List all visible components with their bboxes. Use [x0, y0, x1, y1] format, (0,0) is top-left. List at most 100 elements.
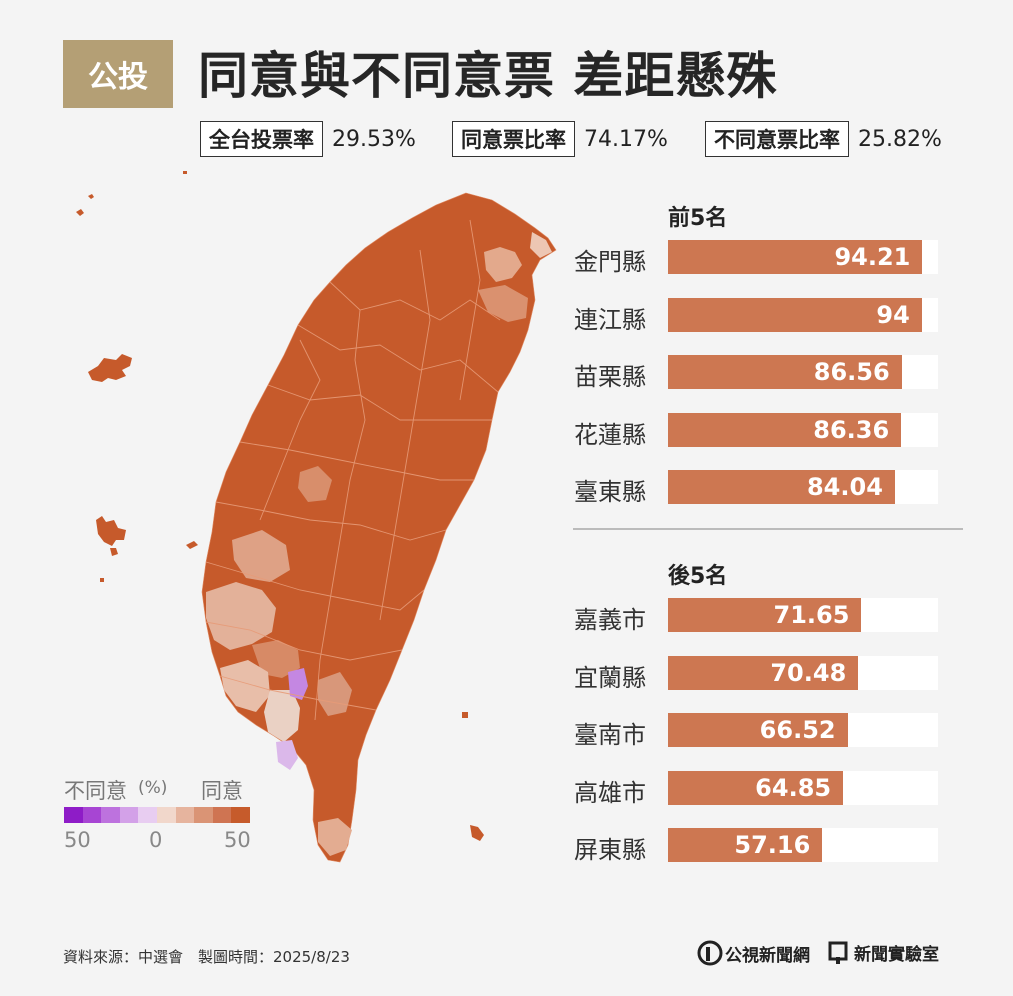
- bar-category-label: 花蓮縣: [574, 420, 646, 449]
- bar-row: 臺南市 66.52: [574, 713, 974, 749]
- lab-logo-icon: [828, 941, 848, 964]
- bar-category-label: 臺南市: [574, 721, 646, 749]
- region-purple: [288, 668, 308, 700]
- source-note: 資料來源：中選會 製圖時間：2025/8/23: [63, 948, 350, 966]
- section-bottom5-heading: 後5名: [668, 564, 728, 589]
- bar-category-label: 宜蘭縣: [574, 663, 646, 692]
- stat-value: 74.17%: [584, 126, 668, 152]
- island-matsu: [76, 171, 187, 216]
- stat-label: 全台投票率: [200, 121, 323, 157]
- bar-track: 94: [668, 297, 938, 332]
- legend-tick: 0: [149, 828, 163, 852]
- stat-value: 29.53%: [332, 126, 416, 152]
- legend-swatch: [64, 807, 84, 823]
- bar-category-label: 嘉義市: [574, 606, 646, 634]
- bar-track: 64.85: [668, 770, 938, 805]
- legend-swatch: [101, 807, 121, 823]
- bar-track: 66.52: [668, 713, 938, 747]
- bar-row: 高雄市 64.85: [574, 770, 974, 807]
- legend-swatch: [194, 807, 214, 823]
- taiwan-map: [76, 171, 557, 863]
- bar: 57.16: [668, 828, 823, 862]
- bar-row: 連江縣 94: [574, 297, 974, 334]
- page-title: 同意與不同意票 差距懸殊: [198, 47, 778, 105]
- bar-track: 94.21: [668, 240, 938, 274]
- bar-track: 57.16: [668, 828, 938, 862]
- legend-agree-label: 同意: [201, 779, 243, 803]
- divider: [573, 528, 963, 530]
- region-light: [252, 640, 300, 678]
- region-light: [478, 285, 528, 322]
- bar-row: 嘉義市 71.65: [574, 598, 974, 634]
- legend-swatch: [138, 807, 158, 823]
- section-top5-heading: 前5名: [668, 206, 728, 231]
- bar: 94: [668, 297, 922, 332]
- logo-pts-text: 公視新聞網: [725, 945, 810, 966]
- logo-lab: 新聞實驗室: [828, 940, 939, 965]
- stat-label: 同意票比率: [452, 121, 575, 157]
- legend-swatch: [157, 807, 177, 823]
- bar-category-label: 連江縣: [574, 305, 646, 334]
- legend-tick: 50: [64, 828, 91, 852]
- region-light: [232, 530, 290, 582]
- stat-label: 不同意票比率: [705, 121, 849, 157]
- bar-track: 86.56: [668, 355, 938, 389]
- bar-row: 屏東縣 57.16: [574, 828, 974, 864]
- region-light: [318, 672, 352, 716]
- bar-value-label: 64.85: [755, 773, 832, 802]
- bar-category-label: 金門縣: [574, 248, 646, 276]
- legend-swatch: [231, 807, 251, 823]
- bar-value-label: 94.21: [834, 243, 911, 271]
- legend-swatch: [175, 807, 195, 823]
- region-light: [318, 818, 352, 856]
- bar-row: 苗栗縣 86.56: [574, 355, 974, 391]
- bar-row: 花蓮縣 86.36: [574, 412, 974, 449]
- bar: 86.56: [668, 355, 902, 389]
- stat-value: 25.82%: [858, 126, 942, 152]
- bar-category-label: 苗栗縣: [574, 363, 646, 391]
- bar: 84.04: [668, 470, 895, 504]
- bar-value-label: 84.04: [806, 473, 883, 501]
- bar-value-label: 71.65: [773, 601, 850, 629]
- bar-row: 宜蘭縣 70.48: [574, 655, 974, 692]
- island-kinmen: [88, 354, 132, 382]
- legend-tick: 50: [224, 828, 251, 852]
- legend-swatch: [119, 807, 139, 823]
- bar: 94.21: [668, 240, 923, 274]
- legend-swatch: [82, 807, 102, 823]
- stat-turnout: 全台投票率 29.53%: [200, 119, 416, 159]
- region-purple: [276, 740, 298, 770]
- bar-row: 金門縣 94.21: [574, 240, 974, 276]
- bar-value-label: 86.36: [813, 415, 890, 444]
- island-penghu: [96, 516, 126, 582]
- bar: 71.65: [668, 598, 862, 632]
- bar: 70.48: [668, 655, 859, 690]
- bar: 66.52: [668, 713, 848, 747]
- bar-category-label: 屏東縣: [574, 836, 646, 864]
- region-light: [220, 660, 270, 712]
- region-light: [298, 466, 332, 502]
- legend-disagree-label: 不同意: [64, 779, 127, 803]
- bar-value-label: 94: [876, 300, 910, 329]
- bar-value-label: 57.16: [734, 831, 811, 859]
- legend-swatch: [212, 807, 232, 823]
- region-light: [484, 247, 522, 282]
- bar-track: 71.65: [668, 598, 938, 632]
- bar-value-label: 86.56: [813, 358, 890, 386]
- region-light: [530, 232, 552, 258]
- badge: 公投: [63, 40, 173, 108]
- bar-track: 70.48: [668, 655, 938, 690]
- bar-row: 臺東縣 84.04: [574, 470, 974, 506]
- bar-track: 84.04: [668, 470, 938, 504]
- stat-agree-ratio: 同意票比率 74.17%: [452, 119, 668, 159]
- legend-unit: (%): [138, 778, 168, 798]
- bar-value-label: 70.48: [770, 658, 847, 687]
- bar-value-label: 66.52: [759, 716, 836, 744]
- pts-logo-icon: [697, 940, 723, 966]
- bar: 64.85: [668, 770, 844, 805]
- region-light: [264, 690, 300, 742]
- bar-track: 86.36: [668, 412, 938, 447]
- bar: 86.36: [668, 412, 902, 447]
- bar-category-label: 高雄市: [574, 778, 646, 807]
- stat-disagree-ratio: 不同意票比率 25.82%: [705, 119, 942, 159]
